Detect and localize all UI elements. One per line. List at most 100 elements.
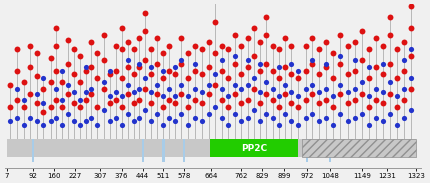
Point [387, 15, 393, 18]
Point [257, 69, 264, 72]
Point [165, 44, 172, 47]
Point [88, 116, 95, 119]
Point [147, 48, 154, 51]
Point [106, 120, 113, 123]
Point [100, 59, 107, 61]
Point [106, 94, 113, 97]
Point [269, 44, 276, 47]
Point [165, 116, 172, 119]
Point [165, 87, 172, 90]
Point [147, 73, 154, 76]
Point [160, 94, 166, 97]
Point [125, 59, 132, 61]
Point [316, 91, 322, 94]
Point [88, 93, 95, 96]
Point [282, 37, 289, 40]
Point [387, 93, 393, 96]
Point [119, 76, 126, 79]
Point [393, 123, 400, 126]
Point [337, 62, 344, 65]
Point [257, 120, 264, 123]
Point [257, 91, 264, 94]
Point [135, 62, 142, 65]
Point [184, 105, 191, 108]
Point [263, 33, 270, 36]
Point [387, 33, 393, 36]
Bar [141, 139, 144, 162]
Point [106, 73, 113, 76]
Point [125, 93, 132, 96]
Point [119, 105, 126, 108]
Point [282, 66, 289, 69]
Point [14, 48, 21, 51]
Point [359, 30, 366, 33]
Point [238, 87, 245, 90]
Point [59, 69, 66, 72]
Point [302, 87, 309, 90]
Point [288, 44, 295, 47]
Point [65, 84, 72, 87]
Point [408, 109, 415, 112]
Point [288, 120, 295, 123]
Point [219, 116, 226, 119]
Point [251, 76, 258, 79]
Point [7, 120, 14, 123]
Point [26, 116, 33, 119]
Point [359, 93, 366, 96]
Bar [32, 139, 34, 162]
Text: PP2C: PP2C [241, 144, 267, 153]
Point [373, 87, 380, 90]
Point [337, 113, 344, 115]
Point [100, 80, 107, 83]
Point [330, 123, 337, 126]
Point [244, 98, 251, 101]
Point [288, 91, 295, 94]
Point [26, 93, 33, 96]
Point [219, 87, 226, 90]
Point [309, 84, 316, 87]
Point [244, 116, 251, 119]
Point [295, 76, 302, 79]
Point [21, 80, 28, 83]
Point [373, 116, 380, 119]
Point [219, 44, 226, 47]
Point [212, 21, 219, 24]
Point [52, 116, 59, 119]
Point [282, 113, 289, 115]
Point [393, 76, 400, 79]
Point [352, 40, 359, 43]
Point [26, 44, 33, 47]
Point [21, 98, 28, 101]
Point [83, 66, 89, 69]
Point [77, 123, 83, 126]
Point [135, 98, 142, 101]
Point [154, 113, 160, 115]
Point [191, 62, 198, 65]
Point [345, 44, 352, 47]
Bar [210, 139, 298, 157]
Point [130, 102, 137, 105]
Point [288, 73, 295, 76]
Point [295, 69, 302, 72]
Point [288, 62, 295, 65]
Point [130, 91, 137, 94]
Point [366, 94, 372, 97]
Point [184, 76, 191, 79]
Point [225, 105, 232, 108]
Point [257, 102, 264, 105]
Point [366, 76, 372, 79]
Point [125, 84, 132, 87]
Point [135, 66, 142, 69]
Point [160, 69, 166, 72]
Point [142, 59, 149, 61]
Point [142, 109, 149, 112]
Point [323, 87, 330, 90]
Point [34, 75, 41, 78]
Point [178, 93, 184, 96]
Point [275, 66, 282, 69]
Point [352, 98, 359, 101]
Point [345, 120, 352, 123]
Point [119, 94, 126, 97]
Point [184, 94, 191, 97]
Point [70, 48, 77, 51]
